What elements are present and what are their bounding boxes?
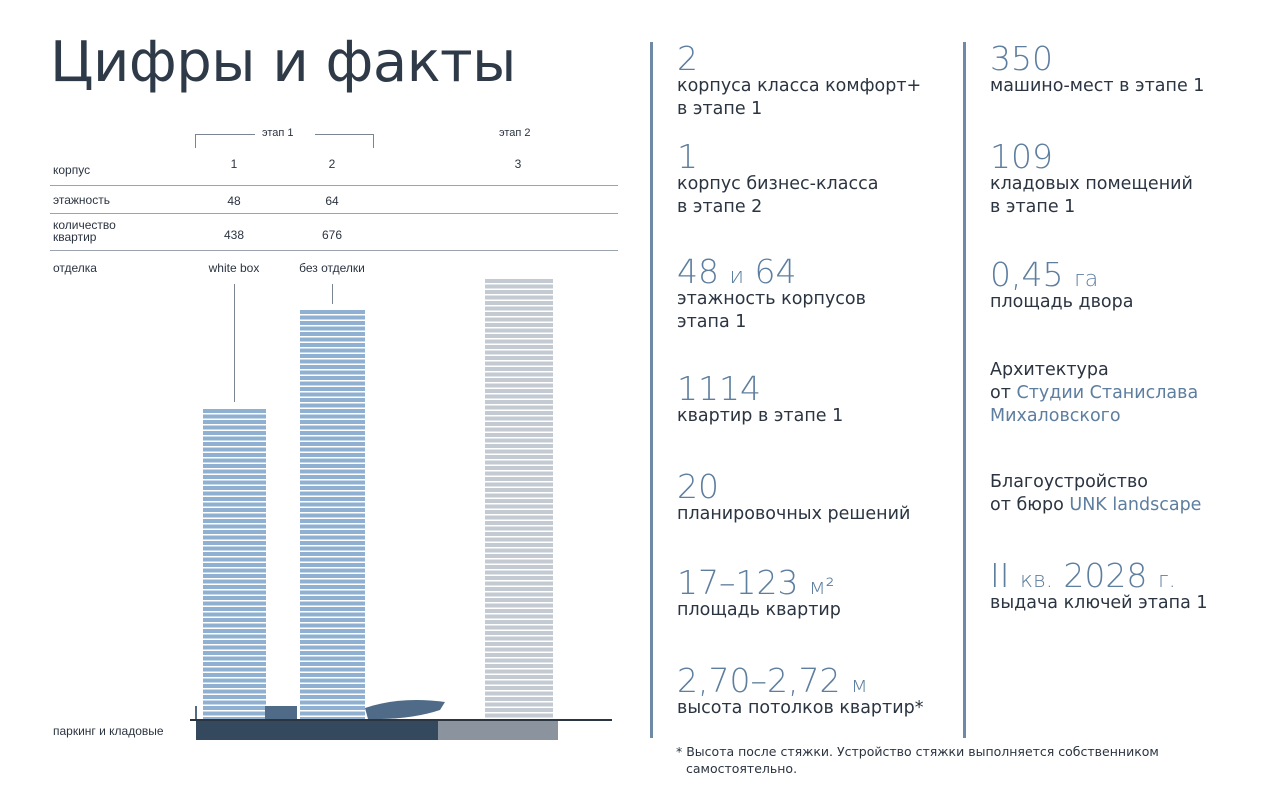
fact-architecture: Архитектура от Студии Станислава Михалов… (990, 360, 1199, 426)
footnote: * Высота после стяжки. Устройство стяжки… (676, 744, 1159, 776)
architect-name: Студии Станислава (1016, 382, 1199, 403)
tower-building-3 (485, 279, 553, 719)
fact-landscaping: Благоустройство от бюро UNK landscape (990, 472, 1202, 515)
leader-line-2 (332, 284, 333, 304)
landscape-bureau-name: UNK landscape (1069, 494, 1202, 515)
building-1-number: 1 (230, 157, 238, 171)
fact-apartments: 1114 квартир в этапе 1 (677, 369, 844, 426)
page-title: Цифры и факты (50, 30, 516, 95)
table-divider (50, 185, 618, 186)
building-2-apartments: 676 (321, 228, 343, 242)
building-1-finish: white box (208, 261, 260, 275)
row-label-building: корпус (53, 163, 91, 177)
building-1-floors: 48 (227, 194, 241, 208)
leader-line-1 (234, 284, 235, 402)
building-2-number: 2 (328, 157, 336, 171)
fact-area: 17–123 м² площадь квартир (677, 563, 841, 620)
parking-label: паркинг и кладовые (53, 724, 164, 738)
column-divider-left (650, 42, 653, 738)
building-2-finish: без отделки (299, 261, 365, 275)
parking-stage1 (196, 720, 438, 740)
building-1-apartments: 438 (223, 228, 245, 242)
row-label-finish: отделка (53, 261, 97, 275)
table-divider (50, 213, 618, 214)
building-2-floors: 64 (325, 194, 339, 208)
parking-stage2 (438, 720, 558, 740)
column-divider-right (963, 42, 966, 738)
fact-layouts: 20 планировочных решений (677, 467, 911, 524)
stage2-label: этап 2 (499, 127, 531, 139)
fact-yard-area: 0,45 га площадь двора (990, 255, 1134, 312)
fact-key-handover: II кв. 2028 г. выдача ключей этапа 1 (990, 556, 1208, 613)
row-label-apartments: количество квартир (53, 218, 116, 244)
podium-graphic (190, 700, 612, 740)
fact-parking-spaces: 350 машино-мест в этапе 1 (990, 39, 1205, 96)
fact-ceiling-height: 2,70–2,72 м высота потолков квартир* (677, 661, 924, 718)
table-divider (50, 250, 618, 251)
fact-storage-rooms: 109 кладовых помещений в этапе 1 (990, 137, 1193, 217)
row-label-floors: этажность (53, 193, 110, 207)
building-3-number: 3 (514, 157, 522, 171)
tower-building-1 (203, 409, 266, 719)
fact-business-building: 1 корпус бизнес-класса в этапе 2 (677, 137, 879, 217)
stage1-label: этап 1 (262, 127, 294, 139)
tower-building-2 (300, 310, 365, 719)
fact-comfort-buildings: 2 корпуса класса комфорт+ в этапе 1 (677, 39, 922, 119)
fact-floors: 48 и 64 этажность корпусов этапа 1 (677, 252, 866, 332)
